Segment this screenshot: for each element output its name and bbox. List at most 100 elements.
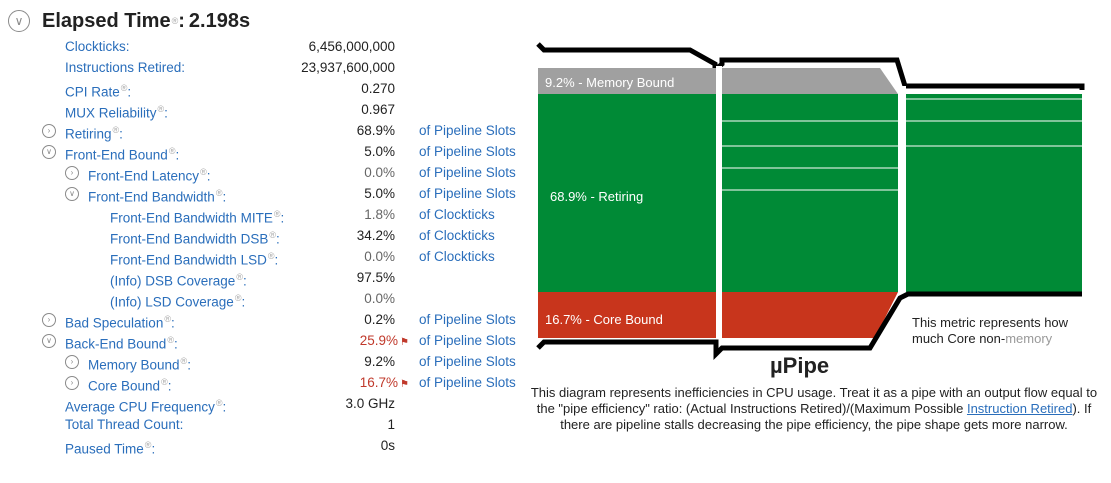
expand-chevron-icon[interactable]: ›: [65, 376, 79, 390]
metric-row: CPI Rate®: 0.270: [0, 78, 530, 100]
metric-unit[interactable]: of Pipeline Slots: [419, 333, 516, 348]
metric-value-text: 0.0%: [364, 249, 395, 264]
metric-value: 3.0 GHz: [345, 393, 395, 414]
metric-label[interactable]: Back-End Bound®:: [65, 330, 178, 355]
help-icon[interactable]: ®: [120, 83, 128, 93]
metric-label[interactable]: Front-End Bandwidth DSB®:: [110, 225, 280, 250]
help-icon[interactable]: ®: [234, 293, 242, 303]
retiring-label: 68.9% - Retiring: [550, 189, 643, 204]
metric-label-text: Front-End Bandwidth DSB: [110, 231, 269, 247]
elapsed-time-header: ∨ Elapsed Time ®: 2.198s: [8, 6, 250, 36]
metric-unit[interactable]: of Pipeline Slots: [419, 186, 516, 201]
metric-label[interactable]: Average CPU Frequency®:: [65, 393, 226, 418]
help-icon[interactable]: ®: [200, 167, 207, 177]
metric-label[interactable]: Front-End Bound®:: [65, 141, 179, 166]
expand-chevron-icon[interactable]: ›: [65, 166, 79, 180]
metric-label[interactable]: Retiring®:: [65, 120, 123, 145]
metric-value-text: 0.0%: [364, 165, 395, 180]
instruction-retired-link[interactable]: Instruction Retired: [966, 401, 1073, 416]
metric-unit[interactable]: of Clockticks: [419, 249, 495, 264]
help-icon[interactable]: ®: [236, 272, 243, 282]
metric-unit[interactable]: of Pipeline Slots: [419, 375, 516, 390]
metric-label-text: Clockticks:: [65, 39, 130, 54]
help-icon[interactable]: ®: [144, 440, 152, 450]
metric-label[interactable]: (Info) LSD Coverage®:: [110, 288, 245, 313]
metric-row: › Bad Speculation®: 0.2% of Pipeline Slots: [0, 309, 530, 331]
help-icon[interactable]: ®: [180, 356, 188, 366]
description-before: This diagram represents inefficiencies i…: [530, 385, 1098, 416]
metric-unit[interactable]: of Pipeline Slots: [419, 354, 516, 369]
help-icon[interactable]: ®: [164, 314, 171, 324]
metric-label-suffix: :: [274, 252, 279, 268]
collapse-chevron-icon[interactable]: ∨: [8, 10, 30, 32]
metric-label-suffix: :: [280, 210, 285, 226]
metric-value-text: 0.967: [361, 102, 395, 117]
metric-unit[interactable]: of Clockticks: [419, 207, 495, 222]
metric-row: › Core Bound®: 16.7% ⚑ of Pipeline Slots: [0, 372, 530, 395]
metric-label-suffix: :: [222, 399, 227, 415]
metric-value-text: 0s: [380, 438, 395, 453]
metric-label[interactable]: Clockticks:: [65, 36, 130, 57]
collapse-chevron-icon[interactable]: ∨: [65, 187, 79, 201]
help-icon[interactable]: ®: [269, 230, 276, 240]
metric-unit[interactable]: of Pipeline Slots: [419, 165, 516, 180]
metric-label[interactable]: Front-End Latency®:: [88, 162, 210, 187]
metric-label[interactable]: (Info) DSB Coverage®:: [110, 267, 247, 292]
metric-label-suffix: :: [175, 147, 180, 163]
metric-unit[interactable]: of Clockticks: [419, 228, 495, 243]
metric-value: 6,456,000,000: [309, 36, 395, 57]
metric-label-suffix: :: [151, 441, 156, 457]
core-bound-segment: [538, 292, 716, 338]
metric-value: 68.9%: [357, 120, 395, 141]
metric-label[interactable]: MUX Reliability®:: [65, 99, 168, 124]
metric-label[interactable]: Core Bound®:: [88, 372, 171, 397]
metric-label[interactable]: Total Thread Count:: [65, 414, 183, 435]
metric-label[interactable]: CPI Rate®:: [65, 78, 131, 103]
metric-label-text: Retiring: [65, 126, 112, 142]
metric-value: 23,937,600,000: [301, 57, 395, 78]
expand-chevron-icon[interactable]: ›: [42, 124, 56, 138]
metric-value-text: 0.2%: [364, 312, 395, 327]
metric-label-suffix: :: [241, 294, 246, 310]
help-icon[interactable]: ®: [161, 377, 168, 387]
metric-value: 25.9% ⚑: [360, 330, 409, 353]
metric-tooltip: This metric represents how much Core non…: [912, 315, 1097, 347]
memory-bound-segment: [538, 68, 716, 94]
metric-label[interactable]: Paused Time®:: [65, 435, 155, 460]
metric-label[interactable]: Front-End Bandwidth®:: [88, 183, 226, 208]
metric-unit[interactable]: of Pipeline Slots: [419, 144, 516, 159]
metric-row: Total Thread Count: 1: [0, 414, 530, 435]
help-icon[interactable]: ®: [215, 398, 223, 408]
metric-label-text: Front-End Bandwidth LSD: [110, 252, 267, 268]
help-icon[interactable]: ®: [167, 335, 174, 345]
metric-unit[interactable]: of Pipeline Slots: [419, 312, 516, 327]
help-icon[interactable]: ®: [171, 16, 179, 26]
metric-row: Front-End Bandwidth DSB®: 34.2% of Clockti…: [0, 225, 530, 247]
help-icon[interactable]: ®: [157, 104, 165, 114]
help-icon[interactable]: ®: [168, 146, 176, 156]
metric-value: 0.2%: [364, 309, 395, 330]
expand-chevron-icon[interactable]: ›: [65, 355, 79, 369]
metric-value: 16.7% ⚑: [360, 372, 409, 395]
upipe-diagram: 9.2% - Memory Bound 68.9% - Retiring 16.…: [530, 36, 1090, 366]
metric-label[interactable]: Front-End Bandwidth MITE®:: [110, 204, 284, 229]
metric-unit[interactable]: of Pipeline Slots: [419, 123, 516, 138]
metric-row: (Info) LSD Coverage®: 0.0%: [0, 288, 530, 310]
metric-label[interactable]: Front-End Bandwidth LSD®:: [110, 246, 278, 271]
metric-row: MUX Reliability®: 0.967: [0, 99, 530, 121]
metric-row: Instructions Retired: 23,937,600,000: [0, 57, 530, 78]
collapse-chevron-icon[interactable]: ∨: [42, 334, 56, 348]
metric-value: 1.8%: [364, 204, 395, 225]
help-icon[interactable]: ®: [267, 251, 275, 261]
help-icon[interactable]: ®: [273, 209, 281, 219]
metric-label[interactable]: Instructions Retired:: [65, 57, 185, 78]
metric-label[interactable]: Memory Bound®:: [88, 351, 191, 376]
collapse-chevron-icon[interactable]: ∨: [42, 145, 56, 159]
expand-chevron-icon[interactable]: ›: [42, 313, 56, 327]
metric-label[interactable]: Bad Speculation®:: [65, 309, 175, 334]
metric-value-text: 23,937,600,000: [301, 60, 395, 75]
help-icon[interactable]: ®: [215, 188, 223, 198]
help-icon[interactable]: ®: [112, 125, 120, 135]
metric-value-text: 6,456,000,000: [308, 39, 395, 54]
metric-value-text: 25.9%: [359, 333, 399, 348]
